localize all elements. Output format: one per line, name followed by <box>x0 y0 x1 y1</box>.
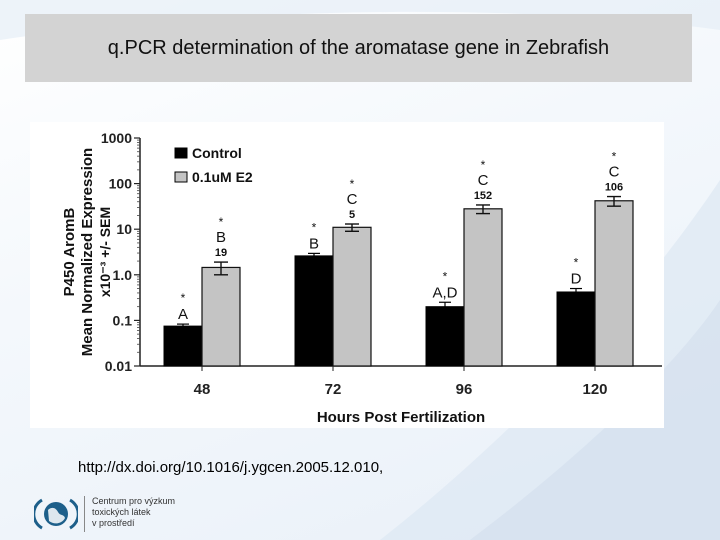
significance-star: * <box>612 150 617 164</box>
slide-title: q.PCR determination of the aromatase gen… <box>107 36 610 59</box>
bar-control <box>294 255 334 367</box>
bar-treated <box>463 208 503 367</box>
y-axis-title-line: Mean Normalized Expression <box>79 148 96 356</box>
legend-swatch-treated <box>174 171 188 183</box>
y-axis-title-line: P450 AromB <box>61 208 78 297</box>
significance-star: * <box>350 177 355 191</box>
title-bar: q.PCR determination of the aromatase gen… <box>25 14 692 82</box>
y-tick-label: 1.0 <box>113 267 133 283</box>
y-tick-label: 1000 <box>101 130 132 146</box>
y-tick-label: 100 <box>109 176 133 192</box>
logo-line: v prostředí <box>92 518 135 528</box>
significance-star: * <box>181 291 186 305</box>
group-letter-label: B <box>216 229 226 246</box>
group-letter-label: C <box>478 172 489 189</box>
logo-divider <box>84 496 85 532</box>
significance-star: * <box>219 215 224 229</box>
significance-star: * <box>481 158 486 172</box>
legend-label-control: Control <box>192 145 242 161</box>
chart-panel: 1000 100 10 1.0 0.1 0.01 P450 AromB Mean Normal… <box>30 122 664 428</box>
fold-change-label: 106 <box>605 182 623 194</box>
fold-change-label: 5 <box>349 209 355 221</box>
bar-chart: 1000 100 10 1.0 0.1 0.01 P450 AromB Mean Normal… <box>61 130 662 426</box>
group-letter-label: B <box>309 235 319 252</box>
globe-logo-icon <box>34 498 78 530</box>
x-tick-label: 120 <box>582 381 607 398</box>
bar-treated <box>594 200 634 367</box>
logo-text: Centrum pro výzkum toxických látek v pro… <box>92 496 175 529</box>
fold-change-label: 152 <box>474 190 492 202</box>
significance-star: * <box>312 220 317 234</box>
y-tick-label: 0.1 <box>113 312 133 328</box>
bar-control <box>163 325 203 367</box>
legend-label-treated: 0.1uM E2 <box>192 169 253 185</box>
significance-star: * <box>443 269 448 283</box>
group-letter-label: A,D <box>432 284 457 301</box>
x-axis-title: Hours Post Fertilization <box>317 409 485 426</box>
logo-line: toxických látek <box>92 507 151 517</box>
legend-swatch-control <box>174 147 188 159</box>
logo-line: Centrum pro výzkum <box>92 496 176 506</box>
x-tick-label: 48 <box>194 381 211 398</box>
y-axis-title-line: x10⁻³ +/- SEM <box>97 207 113 297</box>
organization-logo: Centrum pro výzkum toxických látek v pro… <box>34 494 194 534</box>
bar-control <box>556 291 596 367</box>
x-tick-label: 72 <box>325 381 342 398</box>
group-letter-label: C <box>347 191 358 208</box>
bar-control <box>425 306 465 367</box>
y-tick-label: 10 <box>116 221 132 237</box>
significance-star: * <box>574 256 579 270</box>
bar-treated <box>332 226 372 367</box>
group-letter-label: A <box>178 306 188 323</box>
x-tick-label: 96 <box>456 381 473 398</box>
fold-change-label: 19 <box>215 247 227 259</box>
group-letter-label: C <box>609 164 620 181</box>
y-tick-label: 0.01 <box>105 358 132 374</box>
doi-link[interactable]: http://dx.doi.org/10.1016/j.ygcen.2005.1… <box>78 459 384 476</box>
bar-treated <box>201 266 241 367</box>
group-letter-label: D <box>571 271 582 288</box>
